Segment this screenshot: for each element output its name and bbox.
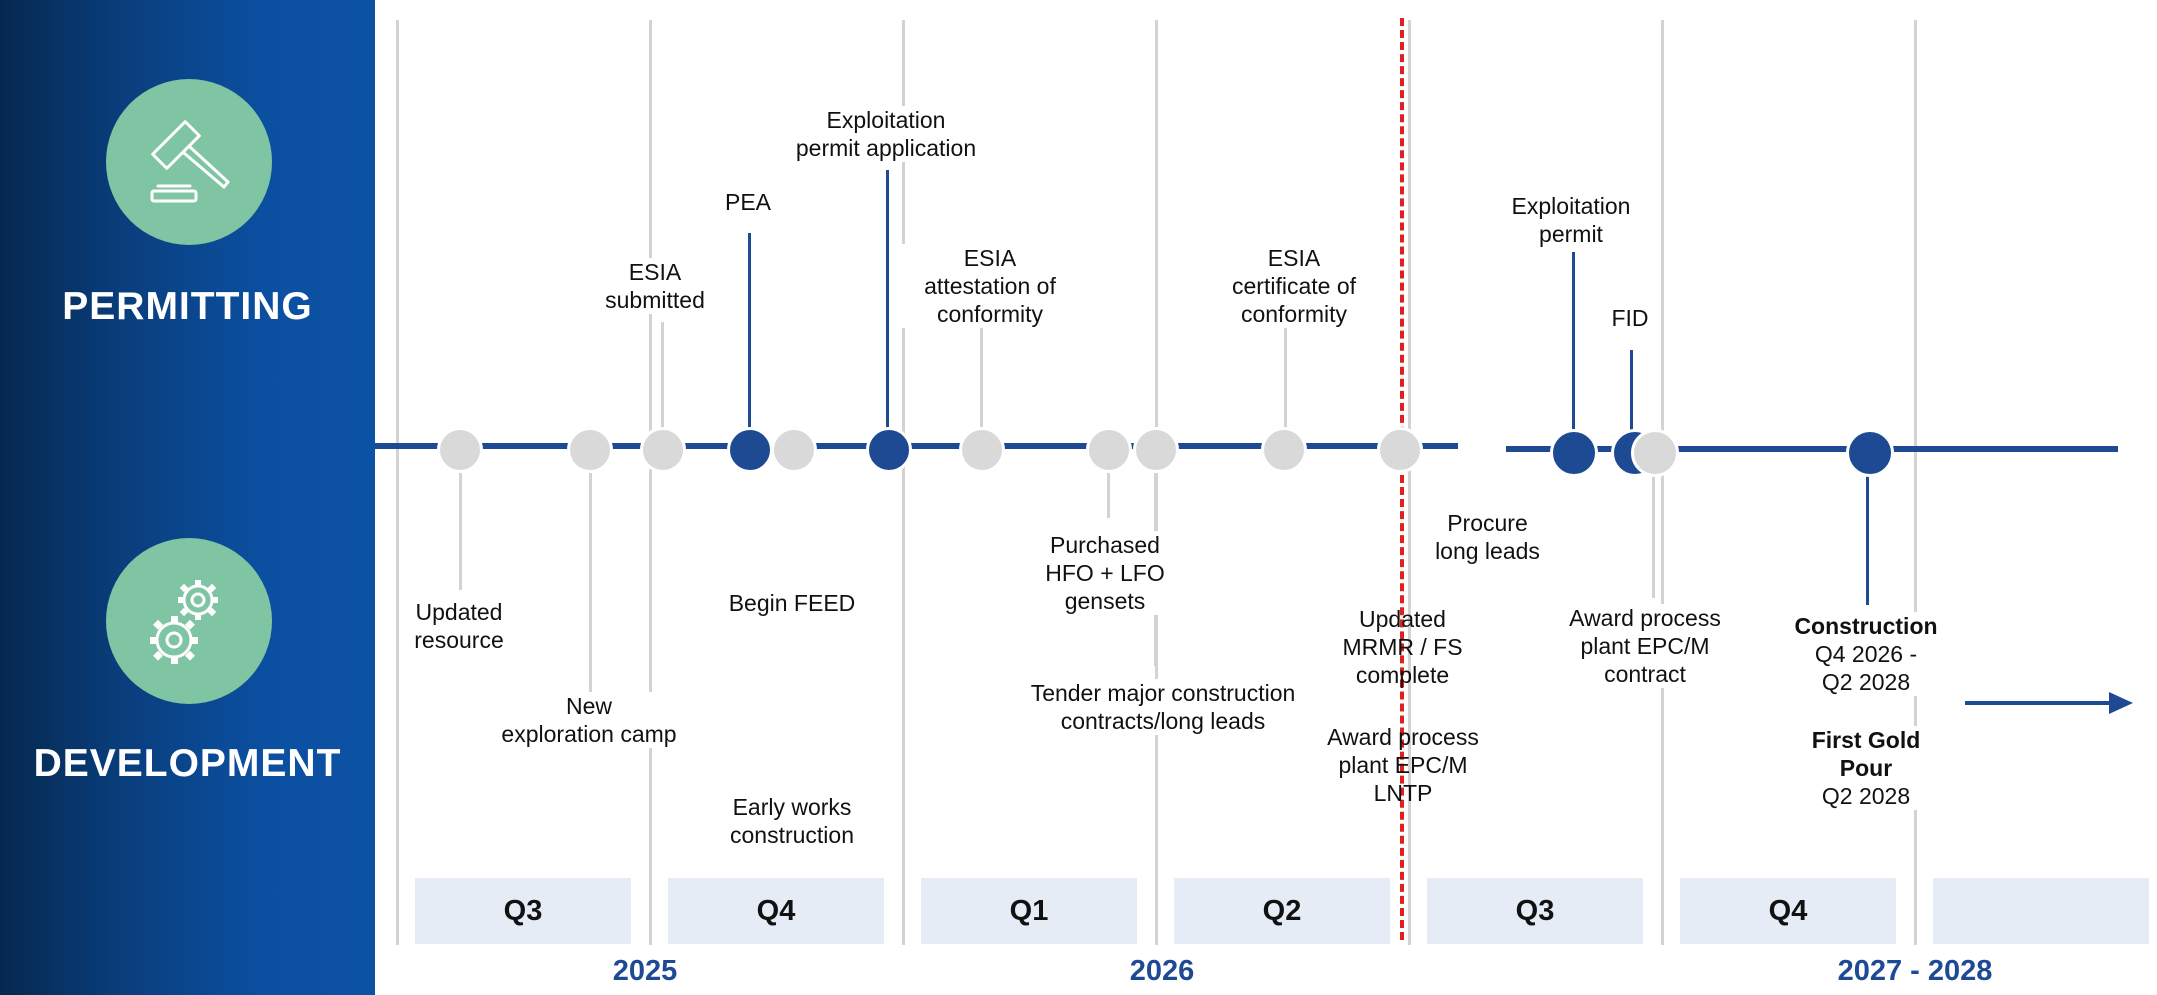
label-award-contract: Award process plant EPC/M contract xyxy=(1560,604,1730,688)
label-begin-feed: Begin FEED xyxy=(712,589,872,617)
stem-award-contract xyxy=(1652,468,1655,598)
year-label-2027-2028: 2027 - 2028 xyxy=(1837,955,1993,987)
milestone-dot xyxy=(567,427,613,473)
label-exploitation-permit: Exploitation permit xyxy=(1496,192,1646,248)
milestone-dot xyxy=(1086,427,1132,473)
milestone-dot xyxy=(437,427,483,473)
quarter-box: Q4 xyxy=(1680,878,1896,944)
quarter-box xyxy=(1933,878,2149,944)
label-new-exploration-camp: New exploration camp xyxy=(494,692,684,748)
year-label-2025: 2025 xyxy=(612,955,678,987)
stem-pea xyxy=(748,233,751,433)
milestone-dot xyxy=(727,427,773,473)
gears-icon xyxy=(106,538,272,704)
label-first-gold-date: Q2 2028 xyxy=(1786,782,1946,810)
divider-line xyxy=(1914,20,1917,945)
development-label: DEVELOPMENT xyxy=(33,742,342,785)
permitting-label: PERMITTING xyxy=(62,285,313,328)
label-esia-attestation: ESIA attestation of conformity xyxy=(900,244,1080,328)
label-esia-submitted: ESIA submitted xyxy=(590,258,720,314)
label-construction-period: Q4 2026 - Q2 2028 xyxy=(1786,640,1946,696)
stem-exploitation-permit xyxy=(1572,252,1575,437)
quarter-box: Q3 xyxy=(1427,878,1643,944)
stem-esia-attestation xyxy=(980,325,983,433)
stem-updated-resource xyxy=(459,465,462,590)
label-purchased-gensets: Purchased HFO + LFO gensets xyxy=(1030,531,1180,615)
milestone-dot xyxy=(866,427,912,473)
stem-esia-certificate xyxy=(1284,325,1287,433)
milestone-dot xyxy=(1133,427,1179,473)
quarter-box: Q4 xyxy=(668,878,884,944)
label-award-lntp: Award process plant EPC/M LNTP xyxy=(1327,724,1479,806)
divider-line xyxy=(1408,20,1411,945)
label-tender-major: Tender major construction contracts/long… xyxy=(1013,679,1313,735)
label-construction-title: Construction xyxy=(1786,612,1946,640)
divider-line xyxy=(902,20,905,945)
label-pea: PEA xyxy=(708,188,788,216)
today-marker xyxy=(1400,18,1404,940)
quarter-box: Q3 xyxy=(415,878,631,944)
milestone-dot xyxy=(771,427,817,473)
milestone-dot xyxy=(959,427,1005,473)
stem-new-exploration-camp xyxy=(589,465,592,700)
quarter-box: Q1 xyxy=(921,878,1137,944)
arrow-right-icon xyxy=(1965,692,2133,714)
year-label-2026: 2026 xyxy=(1129,955,1195,987)
label-exploitation-permit-application: Exploitation permit application xyxy=(776,106,996,162)
timeline-axis xyxy=(375,443,1458,449)
stem-exploitation-permit-application xyxy=(886,170,889,433)
label-updated-mrmr: Updated MRMR / FS complete xyxy=(1342,606,1463,688)
divider-line xyxy=(649,20,652,945)
divider-line xyxy=(1661,20,1664,945)
gavel-icon xyxy=(106,79,272,245)
quarter-box: Q2 xyxy=(1174,878,1390,944)
sidebar: PERMITTING xyxy=(0,0,375,995)
milestone-dot xyxy=(1550,429,1598,477)
label-procure-long-leads: Procure long leads xyxy=(1425,509,1550,565)
milestone-dot xyxy=(1261,427,1307,473)
stem-esia-submitted xyxy=(661,322,664,432)
divider-line xyxy=(396,20,399,945)
label-first-gold-title: First Gold Pour xyxy=(1786,726,1946,782)
stem-fid xyxy=(1630,350,1633,437)
label-esia-certificate: ESIA certificate of conformity xyxy=(1204,244,1384,328)
stem-construction xyxy=(1866,468,1869,605)
milestone-dot xyxy=(1846,429,1894,477)
milestone-dot xyxy=(1377,427,1423,473)
label-fid: FID xyxy=(1600,304,1660,332)
milestone-dot xyxy=(640,427,686,473)
stem-purchased-gensets xyxy=(1107,466,1110,518)
milestone-dot xyxy=(1631,429,1679,477)
label-early-works: Early works construction xyxy=(712,793,872,849)
label-updated-resource: Updated resource xyxy=(399,598,519,654)
timeline-axis xyxy=(1506,446,2118,452)
